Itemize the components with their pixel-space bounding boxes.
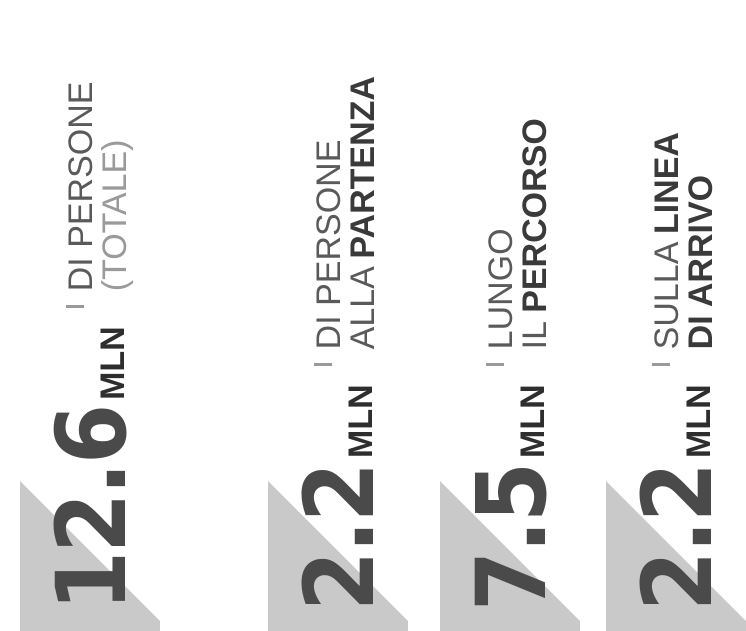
stat-description: LUNGO IL PERCORSO [482,118,554,350]
decorative-triangle [268,481,408,631]
stat-number: 7.5 [456,464,568,611]
stat-unit: MLN [94,326,132,400]
stat-band-percorso: 7.5 MLN LUNGO IL PERCORSO [440,0,580,631]
stat-band-total: 12.6 MLN DI PERSONE (TOTALE) [20,0,160,631]
decorative-triangle [440,481,580,631]
stat-unit: MLN [514,384,552,458]
stat-number: 12.6 [36,405,148,611]
stat-description: SULLA LINEA DI ARRIVO [648,132,720,350]
stat-unit: MLN [680,384,718,458]
stat-band-partenza: 2.2 MLN DI PERSONE ALLA PARTENZA [268,0,408,631]
stat-number: 2.2 [284,464,396,611]
decorative-triangle [606,481,746,631]
stat-number: 2.2 [622,464,734,611]
stat-description: DI PERSONE ALLA PARTENZA [310,76,382,350]
separator-bar [652,363,670,367]
separator-bar [66,305,84,309]
separator-bar [314,363,332,367]
stat-unit: MLN [342,384,380,458]
decorative-triangle [20,481,160,631]
stat-band-arrivo: 2.2 MLN SULLA LINEA DI ARRIVO [606,0,746,631]
separator-bar [486,363,504,367]
stat-description: DI PERSONE (TOTALE) [62,81,134,292]
